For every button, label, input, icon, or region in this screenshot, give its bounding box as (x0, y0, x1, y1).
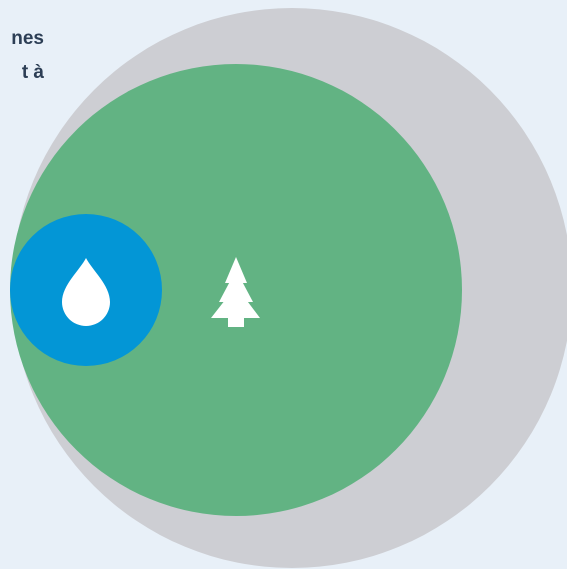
caption-line-2: t à (21, 62, 44, 83)
tree-trunk (228, 316, 244, 327)
tree-icon (211, 257, 260, 327)
caption-text: nes t à (11, 22, 44, 90)
caption-line-1: nes (11, 28, 44, 49)
tree-bottom-layer (211, 286, 260, 318)
water-drop-icon (62, 258, 110, 326)
